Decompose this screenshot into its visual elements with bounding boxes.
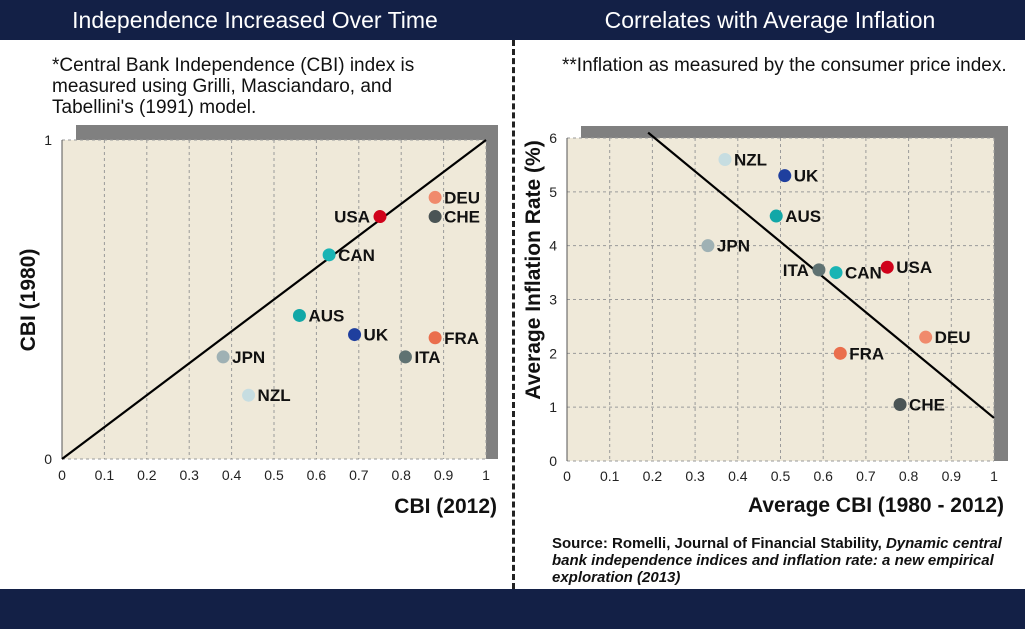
x-tick-label: 1 bbox=[482, 467, 490, 483]
chart-1: 0 0.1 0.2 0.3 0.4 0.5 0.6 0.7 0.8 0.9 1 0 1 USA DEUCHE… bbox=[17, 125, 498, 518]
x-axis-title: Average CBI (1980 - 2012) bbox=[748, 494, 1004, 517]
data-label-fra: FRA bbox=[849, 344, 884, 363]
data-point-ita bbox=[812, 263, 826, 277]
x-tick-label: 0.2 bbox=[137, 467, 157, 483]
data-point-uk bbox=[348, 328, 362, 342]
x-tick-label: 0.5 bbox=[264, 467, 284, 483]
data-label-che: CHE bbox=[444, 208, 480, 227]
x-tick-label: 0.8 bbox=[391, 467, 411, 483]
data-point-can bbox=[322, 248, 336, 262]
x-tick-label: 0.6 bbox=[307, 467, 327, 483]
data-label-che: CHE bbox=[909, 395, 945, 414]
x-tick-label: 0.3 bbox=[179, 467, 199, 483]
plot-shadow-top bbox=[581, 126, 994, 138]
y-tick-label: 3 bbox=[549, 292, 557, 308]
x-tick-label: 0 bbox=[563, 468, 571, 484]
data-label-fra: FRA bbox=[444, 329, 479, 348]
x-tick-label: 0.1 bbox=[95, 467, 115, 483]
header-bar bbox=[0, 0, 1025, 40]
x-tick-label: 0.3 bbox=[685, 468, 705, 484]
right-footnote: **Inflation as measured by the consumer … bbox=[562, 55, 1007, 76]
data-label-uk: UK bbox=[364, 326, 389, 345]
data-point-can bbox=[829, 266, 843, 280]
x-tick-label: 0.2 bbox=[643, 468, 663, 484]
x-tick-label: 0 bbox=[58, 467, 66, 483]
left-footnote: *Central Bank Independence (CBI) index i… bbox=[52, 55, 415, 118]
y-tick-label: 0 bbox=[44, 451, 52, 467]
data-point-deu bbox=[919, 330, 933, 344]
data-point-aus bbox=[292, 308, 306, 322]
data-point-fra bbox=[428, 331, 442, 345]
data-label-jpn: JPN bbox=[717, 237, 750, 256]
x-tick-label: 0.7 bbox=[349, 467, 369, 483]
data-point-uk bbox=[778, 169, 792, 183]
y-axis-title: Average Inflation Rate (%) bbox=[522, 140, 545, 399]
data-point-fra bbox=[833, 346, 847, 360]
data-label-ita: ITA bbox=[414, 348, 440, 367]
data-point-jpn bbox=[701, 239, 715, 253]
x-tick-label: 0.4 bbox=[222, 467, 242, 483]
data-label-usa: USA bbox=[896, 258, 932, 277]
y-tick-label: 1 bbox=[549, 399, 557, 415]
data-label-ita: ITA bbox=[783, 261, 809, 280]
x-tick-label: 1 bbox=[990, 468, 998, 484]
reference-line bbox=[61, 139, 487, 460]
source-citation: Source: Romelli, Journal of Financial St… bbox=[552, 535, 1002, 586]
left-panel-title: Independence Increased Over Time bbox=[72, 7, 438, 33]
data-label-usa: USA bbox=[334, 208, 370, 227]
data-label-aus: AUS bbox=[308, 306, 344, 325]
right-panel-title: Correlates with Average Inflation bbox=[604, 7, 936, 33]
plot-shadow-right bbox=[486, 125, 498, 459]
y-tick-label: 2 bbox=[549, 345, 557, 361]
source-prefix: Source: Romelli, Journal of Financial St… bbox=[552, 535, 886, 552]
x-tick-label: 0.4 bbox=[728, 468, 748, 484]
x-tick-label: 0.9 bbox=[434, 467, 454, 483]
x-axis-title: CBI (2012) bbox=[394, 495, 497, 518]
x-tick-label: 0.7 bbox=[856, 468, 876, 484]
y-tick-label: 4 bbox=[549, 238, 557, 254]
data-point-nzl bbox=[242, 388, 256, 402]
source-title: Dynamic central bank independence indice… bbox=[552, 535, 1002, 586]
x-tick-label: 0.6 bbox=[813, 468, 833, 484]
data-label-aus: AUS bbox=[785, 207, 821, 226]
x-tick-label: 0.5 bbox=[771, 468, 791, 484]
data-label-deu: DEU bbox=[444, 188, 480, 207]
panel-divider bbox=[512, 40, 515, 589]
y-tick-label: 5 bbox=[549, 184, 557, 200]
y-axis-title: CBI (1980) bbox=[17, 249, 40, 352]
data-label-uk: UK bbox=[794, 167, 819, 186]
data-point-deu bbox=[428, 190, 442, 204]
data-point-ita bbox=[398, 350, 412, 364]
data-point-che bbox=[428, 210, 442, 224]
data-label-nzl: NZL bbox=[258, 386, 291, 405]
data-label-nzl: NZL bbox=[734, 151, 767, 170]
data-label-deu: DEU bbox=[935, 328, 971, 347]
chart-2: 0 0.1 0.2 0.3 0.4 0.5 0.6 0.7 0.8 0.9 1 0 1 2 3 4 5 6 NZL U… bbox=[522, 126, 1008, 517]
data-point-jpn bbox=[216, 350, 230, 364]
x-tick-label: 0.8 bbox=[899, 468, 919, 484]
plot-shadow-top bbox=[76, 125, 486, 140]
plot-shadow-right bbox=[994, 126, 1008, 461]
data-point-usa bbox=[373, 210, 387, 224]
y-tick-label: 1 bbox=[44, 132, 52, 148]
data-point-nzl bbox=[718, 153, 732, 167]
x-tick-label: 0.9 bbox=[942, 468, 962, 484]
data-point-usa bbox=[880, 260, 894, 274]
data-label-can: CAN bbox=[338, 246, 375, 265]
data-point-che bbox=[893, 397, 907, 411]
footer-bar bbox=[0, 589, 1025, 629]
y-tick-label: 6 bbox=[549, 130, 557, 146]
x-tick-label: 0.1 bbox=[600, 468, 620, 484]
data-label-can: CAN bbox=[845, 264, 882, 283]
y-tick-label: 0 bbox=[549, 453, 557, 469]
data-label-jpn: JPN bbox=[232, 348, 265, 367]
data-point-aus bbox=[769, 209, 783, 223]
